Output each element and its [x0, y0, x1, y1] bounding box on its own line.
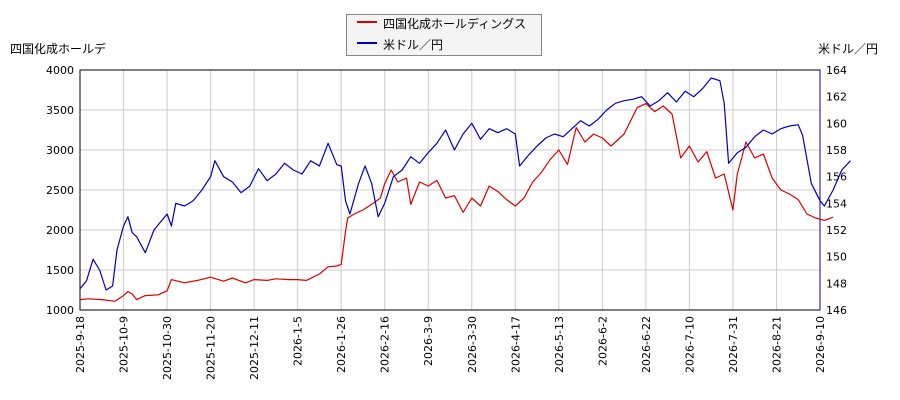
right-tick-label: 164	[826, 64, 847, 77]
x-tick-label: 2026-1-5	[292, 316, 305, 366]
x-tick-label: 2026-1-26	[335, 316, 348, 373]
x-tick-label: 2026-7-10	[683, 316, 696, 373]
legend-swatch-fx	[357, 42, 377, 44]
left-tick-label: 1000	[46, 304, 74, 317]
x-tick-label: 2025-10-9	[118, 316, 131, 373]
x-tick-label: 2026-3-30	[466, 316, 479, 373]
x-tick-label: 2025-11-20	[205, 316, 218, 380]
x-tick-label: 2026-4-17	[509, 316, 522, 373]
right-tick-label: 150	[826, 251, 847, 264]
x-tick-label: 2026-9-10	[814, 316, 827, 373]
legend-label-stock: 四国化成ホールディングス	[383, 17, 527, 31]
series-line-fx	[79, 77, 851, 291]
legend-label-fx: 米ドル／円	[383, 38, 444, 52]
right-tick-label: 154	[826, 197, 847, 210]
right-tick-label: 160	[826, 117, 847, 130]
left-tick-label: 2000	[46, 224, 74, 237]
right-tick-label: 148	[826, 277, 847, 290]
left-tick-label: 3500	[46, 104, 74, 117]
x-tick-label: 2026-5-13	[553, 316, 566, 373]
right-tick-label: 152	[826, 224, 847, 237]
legend: 四国化成ホールディングス 米ドル／円	[346, 14, 542, 56]
left-tick-label: 1500	[46, 264, 74, 277]
right-tick-label: 158	[826, 144, 847, 157]
x-tick-label: 2025-9-18	[74, 316, 87, 373]
series-line-stock	[79, 102, 834, 302]
x-tick-label: 2026-3-9	[422, 316, 435, 366]
left-tick-label: 3000	[46, 144, 74, 157]
left-tick-label: 4000	[46, 64, 74, 77]
x-tick-label: 2026-6-22	[640, 316, 653, 373]
left-axis-title: 四国化成ホールデ	[10, 42, 107, 56]
right-axis-title: 米ドル／円	[817, 42, 878, 56]
x-tick-label: 2026-7-31	[727, 316, 740, 373]
right-tick-label: 156	[826, 171, 847, 184]
legend-swatch-stock	[357, 21, 377, 23]
x-tick-label: 2025-12-11	[248, 316, 261, 380]
x-tick-label: 2026-6-2	[596, 316, 609, 366]
right-tick-label: 146	[826, 304, 847, 317]
left-tick-label: 2500	[46, 184, 74, 197]
x-tick-label: 2026-8-21	[770, 316, 783, 373]
x-tick-label: 2026-2-16	[379, 316, 392, 373]
x-tick-label: 2025-10-30	[161, 316, 174, 380]
right-tick-label: 162	[826, 91, 847, 104]
